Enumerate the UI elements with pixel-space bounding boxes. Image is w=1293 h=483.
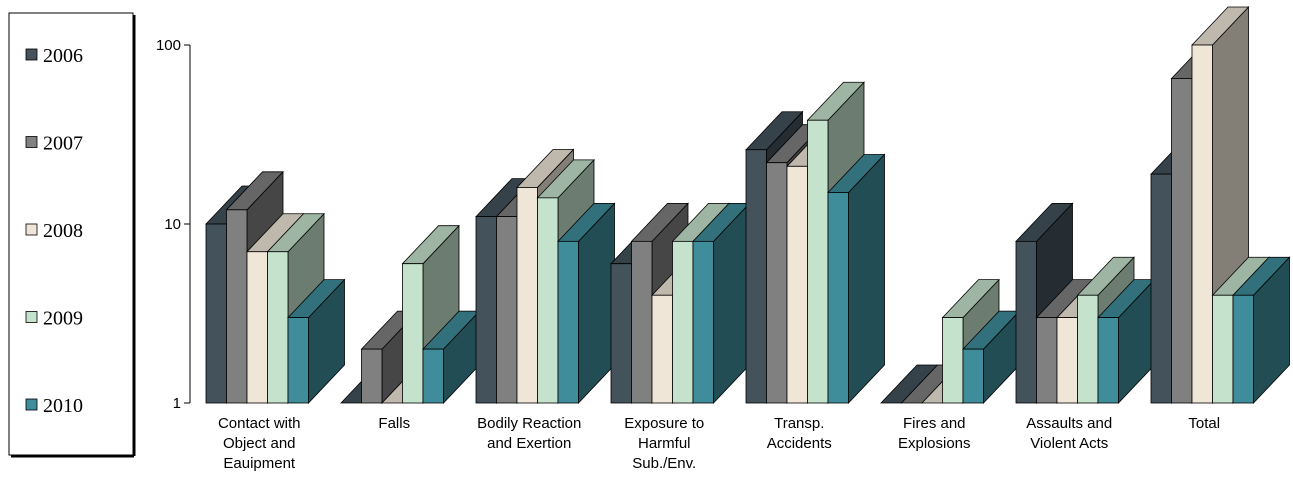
bar-group — [1150, 5, 1291, 405]
bar-2010 — [287, 278, 346, 405]
bar-front — [610, 263, 632, 404]
bar-2010 — [1097, 278, 1156, 405]
bar-front — [1036, 317, 1058, 404]
bar-front — [361, 348, 383, 404]
bar-front — [1212, 294, 1234, 404]
x-axis-labels: Contact with Object and Eauipment Falls Bodi… — [218, 415, 1220, 472]
bar-front — [475, 216, 497, 404]
bars — [205, 5, 1291, 405]
legend-swatch-2009 — [25, 311, 38, 323]
bar-front — [807, 119, 829, 404]
legend-label-2009: 2009 — [43, 308, 83, 330]
bar-2010 — [962, 310, 1021, 405]
bar-front — [827, 192, 849, 404]
bar-front — [651, 294, 673, 404]
bar-front — [942, 317, 964, 404]
bar-front — [1150, 173, 1172, 404]
bar-front — [537, 197, 559, 404]
y-tick-label: 1 — [173, 395, 181, 412]
bar-group — [745, 81, 886, 405]
x-tick-label: Bodily Reaction and Exertion — [477, 415, 581, 452]
legend-label-2010: 2010 — [43, 395, 83, 417]
bar-front — [672, 240, 694, 404]
legend: 2006 2007 2008 2009 2010 — [8, 12, 136, 458]
bar-front — [516, 187, 538, 404]
bar-front — [1191, 44, 1213, 404]
bar-2010 — [557, 202, 616, 405]
bar-front — [402, 263, 424, 404]
bar-front — [422, 348, 444, 404]
bar-group — [205, 170, 346, 405]
x-tick-label: Contact with Object and Eauipment — [218, 415, 301, 472]
legend-label-2006: 2006 — [43, 45, 83, 67]
bar-front — [267, 251, 289, 404]
bar-front — [496, 216, 518, 404]
bar-group — [475, 148, 616, 405]
bar-front — [1015, 240, 1037, 404]
bar-front — [205, 223, 227, 404]
bar-front — [962, 348, 984, 404]
bar-2010 — [1232, 256, 1291, 405]
legend-swatch-2008 — [25, 223, 38, 236]
y-tick-label: 10 — [164, 216, 181, 233]
bar-front — [1171, 78, 1193, 404]
bar-front — [745, 149, 767, 404]
y-axis: 1 10 100 — [156, 37, 191, 412]
x-tick-label: Total — [1188, 415, 1220, 432]
bar-front — [226, 209, 248, 404]
bar-front — [1097, 317, 1119, 404]
legend-label-2007: 2007 — [43, 133, 83, 155]
bar-front — [1077, 294, 1099, 404]
legend-swatch-2006 — [25, 48, 38, 61]
x-tick-label: Transp. Accidents — [767, 415, 832, 452]
bar-front — [786, 165, 808, 404]
legend-swatch-2007 — [25, 136, 38, 148]
bar-front — [692, 240, 714, 404]
bar-front — [246, 251, 268, 404]
x-tick-label: Fires and Explosions — [898, 415, 971, 452]
bar-group — [880, 278, 1021, 405]
legend-label-2008: 2008 — [43, 220, 83, 242]
legend-swatch-2010 — [25, 398, 38, 411]
bar-front — [766, 162, 788, 404]
x-tick-label: Falls — [378, 415, 410, 432]
bar-front — [287, 317, 309, 404]
bar-2010 — [422, 310, 481, 405]
bar-front — [1056, 317, 1078, 404]
x-tick-label: Exposure to Harmful Sub./Env. — [624, 415, 704, 472]
bar-front — [1232, 294, 1254, 404]
bar-group — [610, 202, 751, 405]
bar-2010 — [827, 153, 886, 405]
bar-group — [1015, 202, 1156, 405]
bar-group — [340, 224, 481, 405]
y-tick-label: 100 — [156, 37, 181, 54]
bar-front — [631, 240, 653, 404]
x-tick-label: Assaults and Violent Acts — [1026, 415, 1112, 452]
bar-side — [848, 153, 885, 405]
bar-2010 — [692, 202, 751, 405]
bar-front — [557, 240, 579, 404]
